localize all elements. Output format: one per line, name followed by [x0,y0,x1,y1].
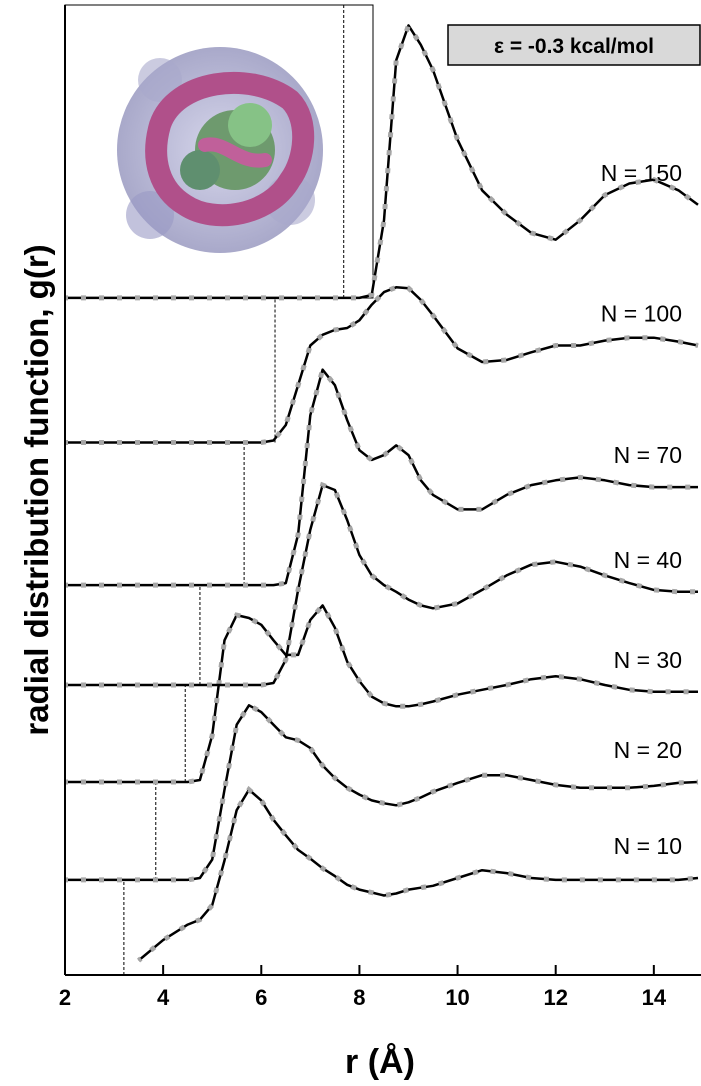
x-axis-title: r (Å) [345,1043,415,1081]
inset-shell-lobe [126,191,174,239]
x-tick-label: 10 [445,985,469,1010]
series-markers [137,785,699,963]
inset-ring [145,71,315,227]
x-tick-label: 14 [642,985,667,1010]
series-markers [65,284,699,445]
series-label: N = 70 [614,442,682,468]
series-line [65,483,698,687]
series-line [137,788,699,962]
series-label: N = 150 [601,160,682,186]
series-label: N = 40 [614,547,682,573]
series-line [65,368,698,587]
inset-core-lobe [228,103,272,147]
inset-core-lobe [180,150,220,190]
x-tick-label: 8 [353,985,365,1010]
annotation-box: ε = -0.3 kcal/mol [447,24,701,66]
inset-shell-lobe [138,58,182,102]
annotation: ε = -0.3 kcal/mol [494,35,654,58]
series-label: N = 20 [614,737,682,763]
x-tick-label: 6 [255,985,267,1010]
inset-image [64,4,374,299]
series-line [65,604,698,784]
series-markers [65,701,699,883]
series-markers [65,364,698,588]
x-tick-label: 12 [543,985,567,1010]
series-line [65,704,699,882]
series-markers [65,601,698,785]
inset-strand [198,137,272,168]
annotation-background [447,24,701,66]
y-axis-title: radial distribution function, g(r) [18,244,55,735]
series-label: N = 30 [614,647,682,673]
series-label: N = 10 [614,833,682,859]
plot-area: N = 10 N = 20 N = 30 N = 40 N = 70 N = 100 N =… [65,5,700,975]
series-line [65,24,699,300]
x-tick-label: 2 [59,985,71,1010]
x-tick-label: 4 [157,985,170,1010]
series-label: N = 100 [601,300,682,326]
